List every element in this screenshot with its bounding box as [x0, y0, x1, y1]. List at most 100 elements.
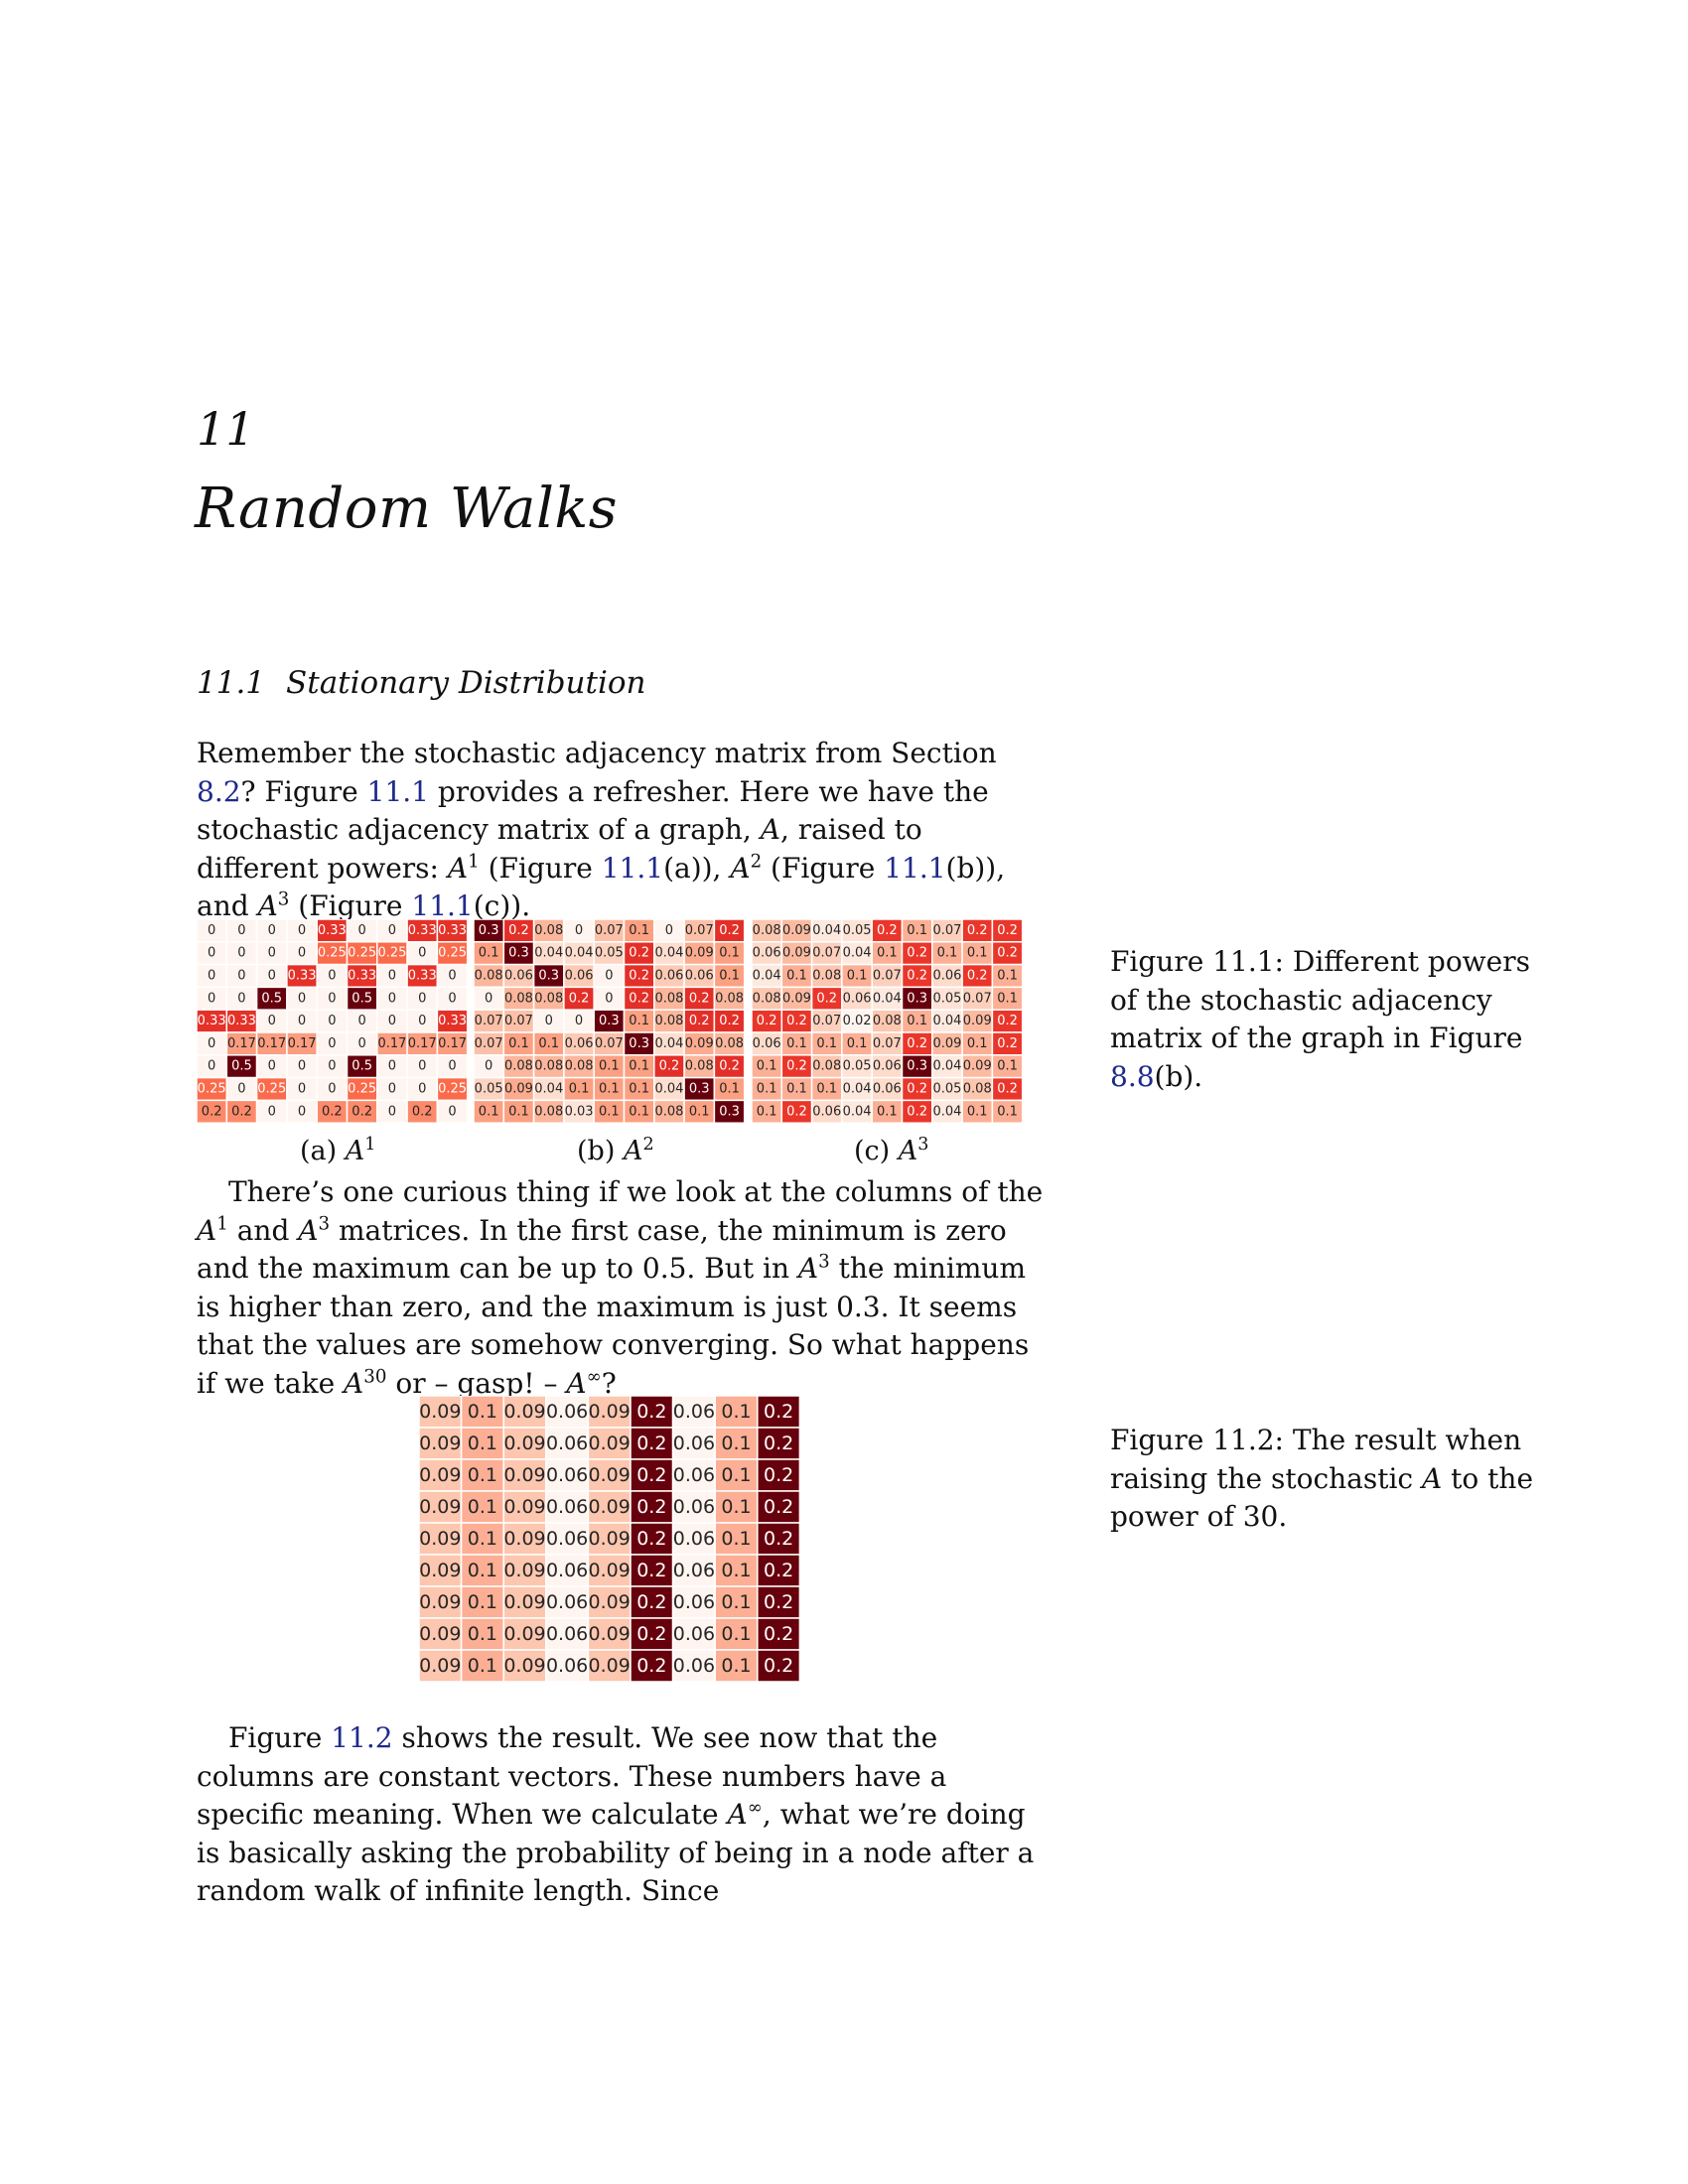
- heatmap-a1-cell-label: 0: [418, 1059, 426, 1074]
- heatmap-a1-cell-label: 0.2: [231, 1104, 252, 1119]
- heatmap-a3-cell-label: 0.07: [873, 1036, 902, 1051]
- heatmap-a30-cell: [757, 1617, 800, 1651]
- heatmap-a30-cell-label: 0.09: [589, 1464, 631, 1486]
- heatmap-a30-cell-label: 0.2: [636, 1496, 666, 1518]
- heatmap-a2-cell-label: 0.2: [629, 991, 649, 1006]
- heatmap-a3-cell-label: 0.04: [843, 1104, 872, 1119]
- heatmap-a1-cell-label: 0: [268, 946, 276, 961]
- heatmap-a2-cell-label: 0: [485, 991, 492, 1006]
- heatmap-a3-cell-label: 0.2: [816, 991, 837, 1006]
- heatmap-a1-cell-label: 0: [358, 1036, 366, 1051]
- heatmap-a3-cell-label: 0.2: [907, 1104, 927, 1119]
- heatmap-a30-cell: [671, 1490, 716, 1524]
- heatmap-a3-cell-label: 0.07: [963, 991, 992, 1006]
- heatmap-a30-cell-label: 0.1: [468, 1623, 497, 1645]
- heatmap-a30-cell: [460, 1490, 504, 1524]
- heatmap-a3-cell-label: 0.3: [907, 991, 927, 1006]
- heatmap-a1-cell-label: 0: [298, 1104, 306, 1119]
- heatmap-a2-cell-label: 0.1: [629, 1059, 649, 1074]
- ref-figure-11-1[interactable]: 11.1: [366, 774, 429, 808]
- heatmap-a2-cell-label: 0.08: [685, 1059, 714, 1074]
- ref-figure-11-1-c[interactable]: 11.1: [411, 889, 474, 922]
- heatmap-a30-cell-label: 0.09: [503, 1591, 545, 1613]
- heatmap-a30-cell-label: 0.09: [419, 1560, 461, 1581]
- heatmap-a1-cell-label: 0.17: [227, 1036, 256, 1051]
- heatmap-a30-cell-label: 0.1: [721, 1655, 751, 1677]
- heatmap-a30-cell: [460, 1617, 504, 1651]
- heatmap-a1-cell-label: 0: [418, 1014, 426, 1028]
- heatmap-a1-cell-label: 0: [358, 1014, 366, 1028]
- heatmap-a2-cell-label: 0.08: [654, 1104, 683, 1119]
- heatmap-a30-cell-label: 0.2: [764, 1464, 793, 1486]
- heatmap-a3-cell-label: 0.06: [873, 1059, 902, 1074]
- heatmap-a30-cell: [587, 1585, 632, 1619]
- heatmap-a30-cell-label: 0.2: [636, 1528, 666, 1550]
- subcaption-a: (a) A1: [300, 1135, 376, 1166]
- heatmap-a2-cell-label: 0.04: [534, 1082, 563, 1097]
- heatmap-a2-cell-label: 0.05: [475, 1082, 503, 1097]
- heatmap-a2-cell: [713, 1099, 746, 1124]
- heatmap-a30-cell-label: 0.06: [546, 1623, 588, 1645]
- heatmap-a30-cell: [757, 1585, 800, 1619]
- heatmap-a2-cell-label: 0.08: [534, 923, 563, 938]
- section-title: Stationary Distribution: [286, 665, 646, 701]
- heatmap-a30-cell-label: 0.06: [546, 1528, 588, 1550]
- ref-figure-11-2[interactable]: 11.2: [331, 1721, 393, 1754]
- heatmap-a30-cell-label: 0.09: [419, 1433, 461, 1454]
- heatmap-a1-cell-label: 0: [298, 946, 306, 961]
- heatmap-a2-cell-label: 0.06: [685, 969, 714, 984]
- heatmap-a3-cell-label: 0.2: [997, 1036, 1018, 1051]
- heatmap-a2-cell-label: 0.08: [534, 1104, 563, 1119]
- heatmap-a30-cell-label: 0.09: [419, 1528, 461, 1550]
- heatmap-a3-cell-label: 0.2: [997, 1014, 1018, 1028]
- heatmap-a1-cell-label: 0: [298, 1014, 306, 1028]
- heatmap-a1-cell: [436, 1099, 469, 1124]
- heatmap-a30-cell-label: 0.06: [673, 1528, 715, 1550]
- heatmap-a30-cell: [545, 1649, 590, 1682]
- heatmap-a1-cell-label: 0: [388, 1059, 396, 1074]
- heatmap-a30-cell: [587, 1522, 632, 1556]
- heatmap-a30-cell: [419, 1649, 463, 1682]
- heatmap-a3-cell-label: 0.05: [843, 923, 872, 938]
- heatmap-a3-cell-label: 0.1: [816, 1036, 837, 1051]
- heatmap-a2-cell-label: 0.2: [629, 946, 649, 961]
- heatmap-a1-cell-label: 0.33: [227, 1014, 256, 1028]
- ref-figure-11-1-b[interactable]: 11.1: [884, 851, 946, 885]
- heatmap-a3-cell-label: 0.09: [963, 1014, 992, 1028]
- heatmap-a3-cell-label: 0.1: [877, 1104, 898, 1119]
- heatmap-a2-cell-label: 0.09: [685, 946, 714, 961]
- heatmap-a2-cell-label: 0.07: [685, 923, 714, 938]
- heatmap-a2-cell-label: 0.3: [689, 1082, 710, 1097]
- heatmap-a2-cell-label: 0.2: [569, 991, 590, 1006]
- heatmap-a30-cell-label: 0.2: [764, 1433, 793, 1454]
- ref-figure-11-1-a[interactable]: 11.1: [601, 851, 664, 885]
- heatmap-a30-cell-label: 0.1: [468, 1433, 497, 1454]
- heatmap-a3-cell-label: 0.1: [847, 1036, 868, 1051]
- heatmap-a1-cell-label: 0: [328, 991, 336, 1006]
- heatmap-a30-cell-label: 0.09: [589, 1496, 631, 1518]
- heatmap-a30-cell-label: 0.09: [419, 1464, 461, 1486]
- heatmap-a3-cell-label: 0.08: [963, 1082, 992, 1097]
- heatmap-a2-cell-label: 0: [575, 1014, 583, 1028]
- figure-11-2-caption: Figure 11.2: The result when raising the…: [1110, 1424, 1534, 1533]
- heatmap-a30-cell-label: 0.09: [419, 1591, 461, 1613]
- heatmap-a30-cell-label: 0.1: [721, 1623, 751, 1645]
- heatmap-a3-cell-label: 0.04: [932, 1059, 961, 1074]
- heatmap-a1-cell-label: 0: [328, 1059, 336, 1074]
- ref-figure-8-8[interactable]: 8.8: [1110, 1059, 1155, 1093]
- heatmap-a30-cell-label: 0.2: [636, 1401, 666, 1423]
- heatmap-a1-cell-label: 0.2: [322, 1104, 343, 1119]
- heatmap-a1-cell-label: 0: [237, 969, 245, 984]
- heatmap-a3-cell-label: 0.1: [757, 1104, 777, 1119]
- ref-section-8-2[interactable]: 8.2: [197, 774, 241, 808]
- heatmap-a30-cell-label: 0.06: [673, 1655, 715, 1677]
- heatmap-a3-cell-label: 0.09: [782, 923, 811, 938]
- heatmap-a30-cell-label: 0.1: [721, 1401, 751, 1423]
- heatmap-a1-cell-label: 0.5: [231, 1059, 252, 1074]
- heatmap-a1-cell-label: 0.17: [408, 1036, 437, 1051]
- heatmap-a2-cell-label: 0: [605, 991, 613, 1006]
- heatmap-a3-cell-label: 0.2: [907, 969, 927, 984]
- heatmap-a3-cell-label: 0.05: [932, 991, 961, 1006]
- heatmap-a30-cell-label: 0.2: [636, 1623, 666, 1645]
- heatmap-a1-cell-label: 0.2: [352, 1104, 372, 1119]
